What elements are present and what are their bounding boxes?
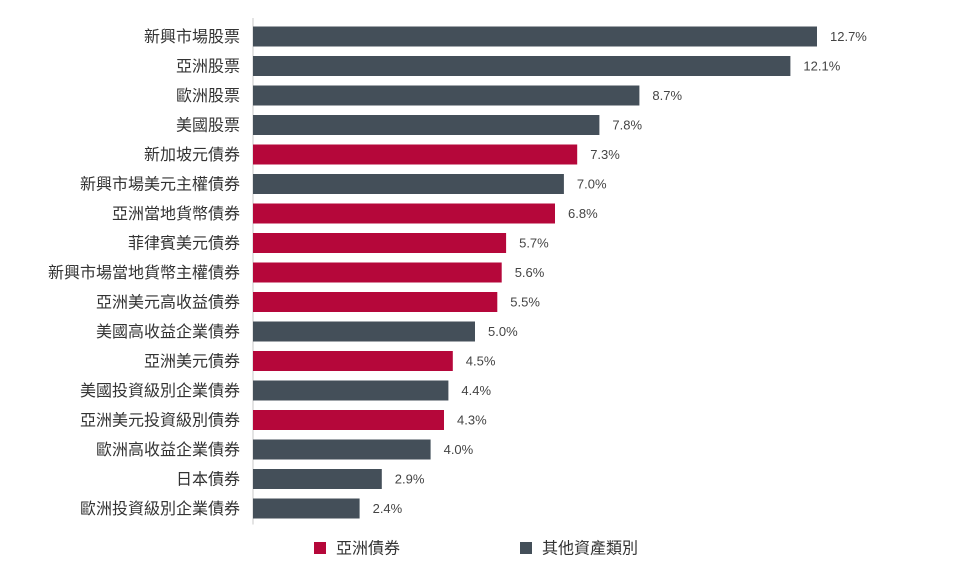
bar	[253, 380, 449, 401]
legend-swatch	[314, 542, 326, 554]
legend-label: 亞洲債券	[336, 539, 400, 558]
category-label: 新興市場股票	[144, 27, 240, 46]
bar	[253, 321, 475, 342]
bar	[253, 498, 360, 519]
bar	[253, 144, 578, 165]
value-label: 5.7%	[519, 236, 549, 251]
value-labels: 12.7% 12.1% 8.7% 7.8% 7.3% 7.0% 6.8% 5.7% 5.6% 5.…	[373, 29, 868, 516]
value-label: 5.0%	[488, 324, 518, 339]
category-labels: 新興市場股票亞洲股票歐洲股票美國股票新加坡元債券新興市場美元主權債券亞洲當地貨幣…	[48, 27, 240, 518]
bar	[253, 203, 555, 224]
bar	[253, 26, 817, 47]
value-label: 4.5%	[466, 354, 496, 369]
category-label: 菲律賓美元債券	[128, 234, 240, 253]
category-label: 日本債券	[176, 470, 240, 489]
value-label: 6.8%	[568, 206, 598, 221]
category-label: 新興市場當地貨幣主權債券	[48, 263, 240, 282]
category-label: 新興市場美元主權債券	[80, 175, 240, 194]
bar	[253, 469, 382, 489]
legend: 亞洲債券 其他資產類別	[314, 539, 638, 558]
bar	[253, 85, 640, 106]
category-label: 歐洲高收益企業債券	[96, 440, 240, 459]
value-label: 4.0%	[444, 442, 474, 457]
bar	[253, 233, 507, 253]
category-label: 歐洲投資級別企業債券	[80, 499, 240, 518]
value-label: 7.3%	[590, 147, 620, 162]
bars-layer	[253, 26, 817, 519]
category-label: 亞洲股票	[176, 57, 240, 76]
value-label: 5.6%	[515, 265, 545, 280]
category-label: 亞洲當地貨幣債券	[112, 204, 240, 223]
bar	[253, 292, 498, 312]
bar	[253, 439, 431, 460]
category-label: 美國高收益企業債券	[96, 322, 240, 341]
value-label: 8.7%	[652, 88, 682, 103]
category-label: 歐洲股票	[176, 86, 240, 105]
bar	[253, 115, 600, 135]
legend-label: 其他資產類別	[542, 539, 638, 558]
category-label: 美國股票	[176, 116, 240, 135]
bar	[253, 262, 502, 283]
bar	[253, 410, 444, 430]
category-label: 亞洲美元高收益債券	[96, 293, 240, 312]
value-label: 5.5%	[510, 295, 540, 310]
bar	[253, 351, 453, 371]
value-label: 12.1%	[803, 59, 840, 74]
value-label: 2.4%	[373, 501, 403, 516]
category-label: 亞洲美元投資級別債券	[80, 411, 240, 430]
value-label: 7.8%	[612, 118, 642, 133]
value-label: 12.7%	[830, 29, 867, 44]
bar	[253, 56, 791, 76]
legend-swatch	[520, 542, 532, 554]
value-label: 4.3%	[457, 413, 487, 428]
value-label: 4.4%	[461, 383, 491, 398]
value-label: 7.0%	[577, 177, 607, 192]
category-label: 亞洲美元債券	[144, 352, 240, 371]
category-label: 美國投資級別企業債券	[80, 381, 240, 400]
category-label: 新加坡元債券	[144, 145, 240, 164]
value-label: 2.9%	[395, 472, 425, 487]
bar	[253, 174, 564, 194]
